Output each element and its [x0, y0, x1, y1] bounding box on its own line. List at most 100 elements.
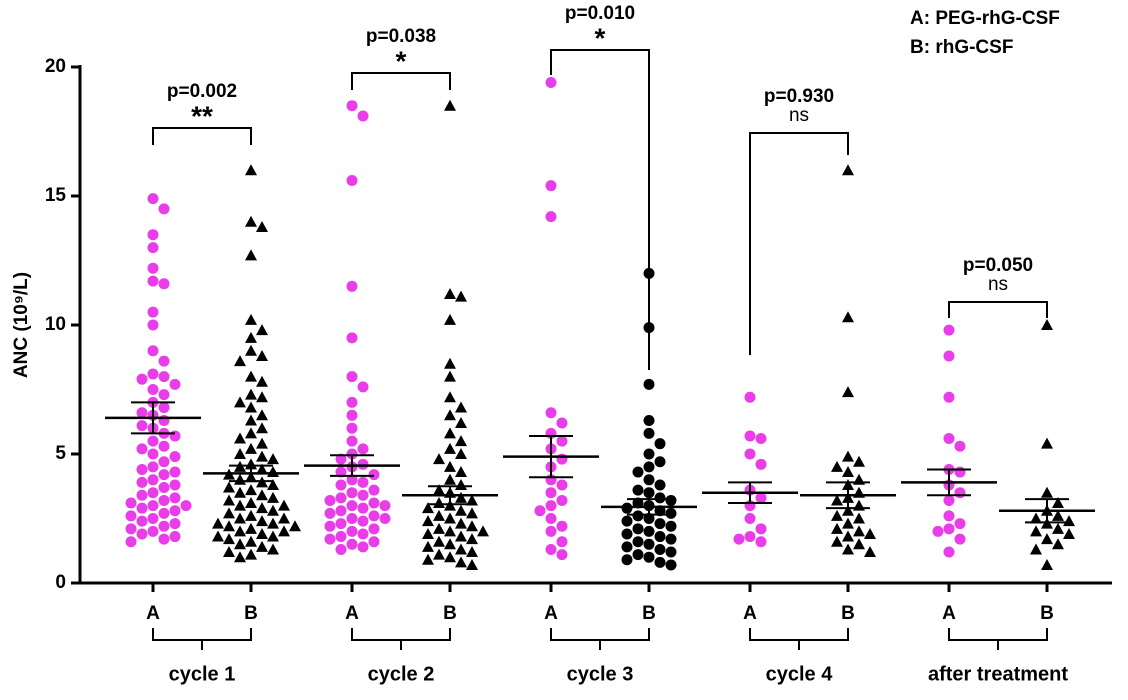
point: [346, 500, 358, 512]
point: [147, 474, 159, 486]
point: [267, 517, 279, 529]
point: [158, 520, 170, 532]
point: [853, 525, 865, 537]
point: [755, 523, 767, 535]
point: [842, 530, 854, 542]
point: [245, 442, 257, 454]
point: [346, 487, 358, 499]
point: [245, 414, 257, 426]
p-value: p=0.050: [963, 255, 1033, 276]
p-value: p=0.002: [167, 81, 237, 102]
point: [1063, 527, 1075, 539]
significance: ns: [789, 105, 809, 126]
point: [147, 345, 159, 357]
point: [223, 494, 235, 506]
point: [223, 481, 235, 493]
point: [234, 473, 246, 485]
point: [136, 407, 148, 419]
point: [842, 311, 854, 323]
point: [245, 497, 257, 509]
significance: **: [191, 100, 213, 131]
point: [278, 525, 290, 537]
point: [256, 502, 268, 514]
point: [444, 473, 456, 485]
point: [1030, 543, 1042, 555]
point: [422, 527, 434, 539]
point: [136, 373, 148, 385]
point: [853, 455, 865, 467]
point: [943, 510, 955, 522]
point: [234, 396, 246, 408]
point: [368, 510, 380, 522]
point: [954, 518, 966, 530]
point: [744, 531, 756, 543]
x-tick-label: A: [942, 603, 956, 624]
point: [256, 450, 268, 462]
point: [466, 533, 478, 545]
point: [267, 466, 279, 478]
point: [954, 533, 966, 545]
point: [158, 469, 170, 481]
point: [147, 500, 159, 512]
point: [212, 517, 224, 529]
point: [335, 479, 347, 491]
point: [169, 479, 181, 491]
point: [755, 536, 767, 548]
point: [147, 275, 159, 287]
point: [455, 504, 467, 516]
point: [346, 525, 358, 537]
point: [289, 520, 301, 532]
y-tick-label: 20: [45, 56, 66, 77]
point: [545, 76, 557, 88]
point: [147, 448, 159, 460]
point: [943, 350, 955, 362]
point: [158, 203, 170, 215]
point: [335, 466, 347, 478]
point: [556, 494, 568, 506]
point: [256, 463, 268, 475]
point: [643, 461, 655, 473]
y-tick-label: 5: [55, 443, 66, 464]
error-bar: [627, 498, 671, 516]
significance-bracket: [351, 72, 451, 90]
point: [422, 502, 434, 514]
point: [278, 499, 290, 511]
p-value: p=0.010: [565, 3, 635, 24]
point: [335, 505, 347, 517]
point: [545, 513, 557, 524]
point: [654, 479, 666, 491]
point: [234, 432, 246, 444]
point: [368, 497, 380, 509]
point: [267, 491, 279, 503]
point: [632, 484, 644, 496]
point: [654, 531, 666, 543]
point: [621, 554, 633, 566]
point: [444, 288, 456, 300]
point: [234, 486, 246, 498]
point: [223, 533, 235, 545]
point: [455, 290, 467, 302]
point: [643, 525, 655, 537]
point: [831, 522, 843, 534]
point: [556, 453, 568, 465]
point: [335, 543, 347, 555]
point: [643, 378, 655, 390]
point: [223, 520, 235, 532]
legend-entry: B: rhG-CSF: [910, 37, 1013, 58]
point: [147, 368, 159, 380]
point: [755, 492, 767, 504]
error-bar: [330, 454, 374, 477]
point: [136, 515, 148, 527]
point: [158, 389, 170, 401]
point: [1030, 512, 1042, 524]
point: [158, 507, 170, 519]
point: [245, 401, 257, 413]
group-label: cycle 4: [766, 663, 834, 685]
point: [545, 487, 557, 499]
point: [1063, 515, 1075, 527]
point: [256, 527, 268, 539]
point: [433, 535, 445, 547]
point: [444, 442, 456, 454]
point: [256, 422, 268, 434]
point: [346, 422, 358, 434]
